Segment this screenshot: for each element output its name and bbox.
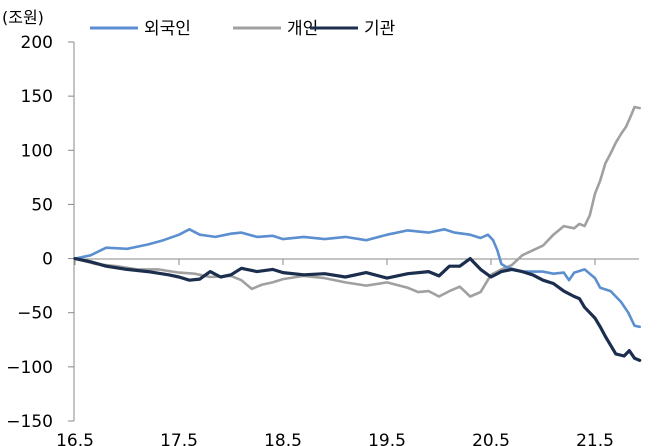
y-tick-label: 150 [21, 87, 53, 107]
y-tick-label: −150 [6, 412, 53, 432]
chart-series [73, 105, 642, 362]
x-tick-label: 16.5 [56, 431, 94, 446]
y-tick-label: 100 [21, 141, 53, 161]
x-tick-label: 18.5 [264, 431, 302, 446]
y-tick-label: 50 [31, 195, 53, 215]
series-line-1 [73, 105, 642, 298]
legend-label: 기관 [364, 19, 395, 39]
x-tick-label: 17.5 [160, 431, 198, 446]
series-line-0 [73, 228, 642, 329]
y-tick-label: −100 [6, 358, 53, 378]
x-tick-label: 20.5 [472, 431, 510, 446]
y-axis-unit-label: (조원) [2, 8, 44, 27]
x-tick-label: 19.5 [368, 431, 406, 446]
legend-label: 외국인 [144, 19, 191, 39]
y-tick-label: 200 [21, 33, 53, 53]
legend-label: 개인 [287, 19, 318, 39]
chart-legend: 외국인 개인 기관 [90, 19, 395, 39]
x-axis-ticks: 16.5 17.5 18.5 19.5 20.5 21.5 [56, 259, 614, 446]
y-tick-label: −50 [17, 304, 53, 324]
y-tick-label: 0 [42, 250, 53, 270]
series-line-2 [73, 257, 642, 362]
x-tick-label: 21.5 [576, 431, 614, 446]
y-axis-ticks: 200 150 100 50 0 −50 −100 −150 [6, 33, 74, 432]
